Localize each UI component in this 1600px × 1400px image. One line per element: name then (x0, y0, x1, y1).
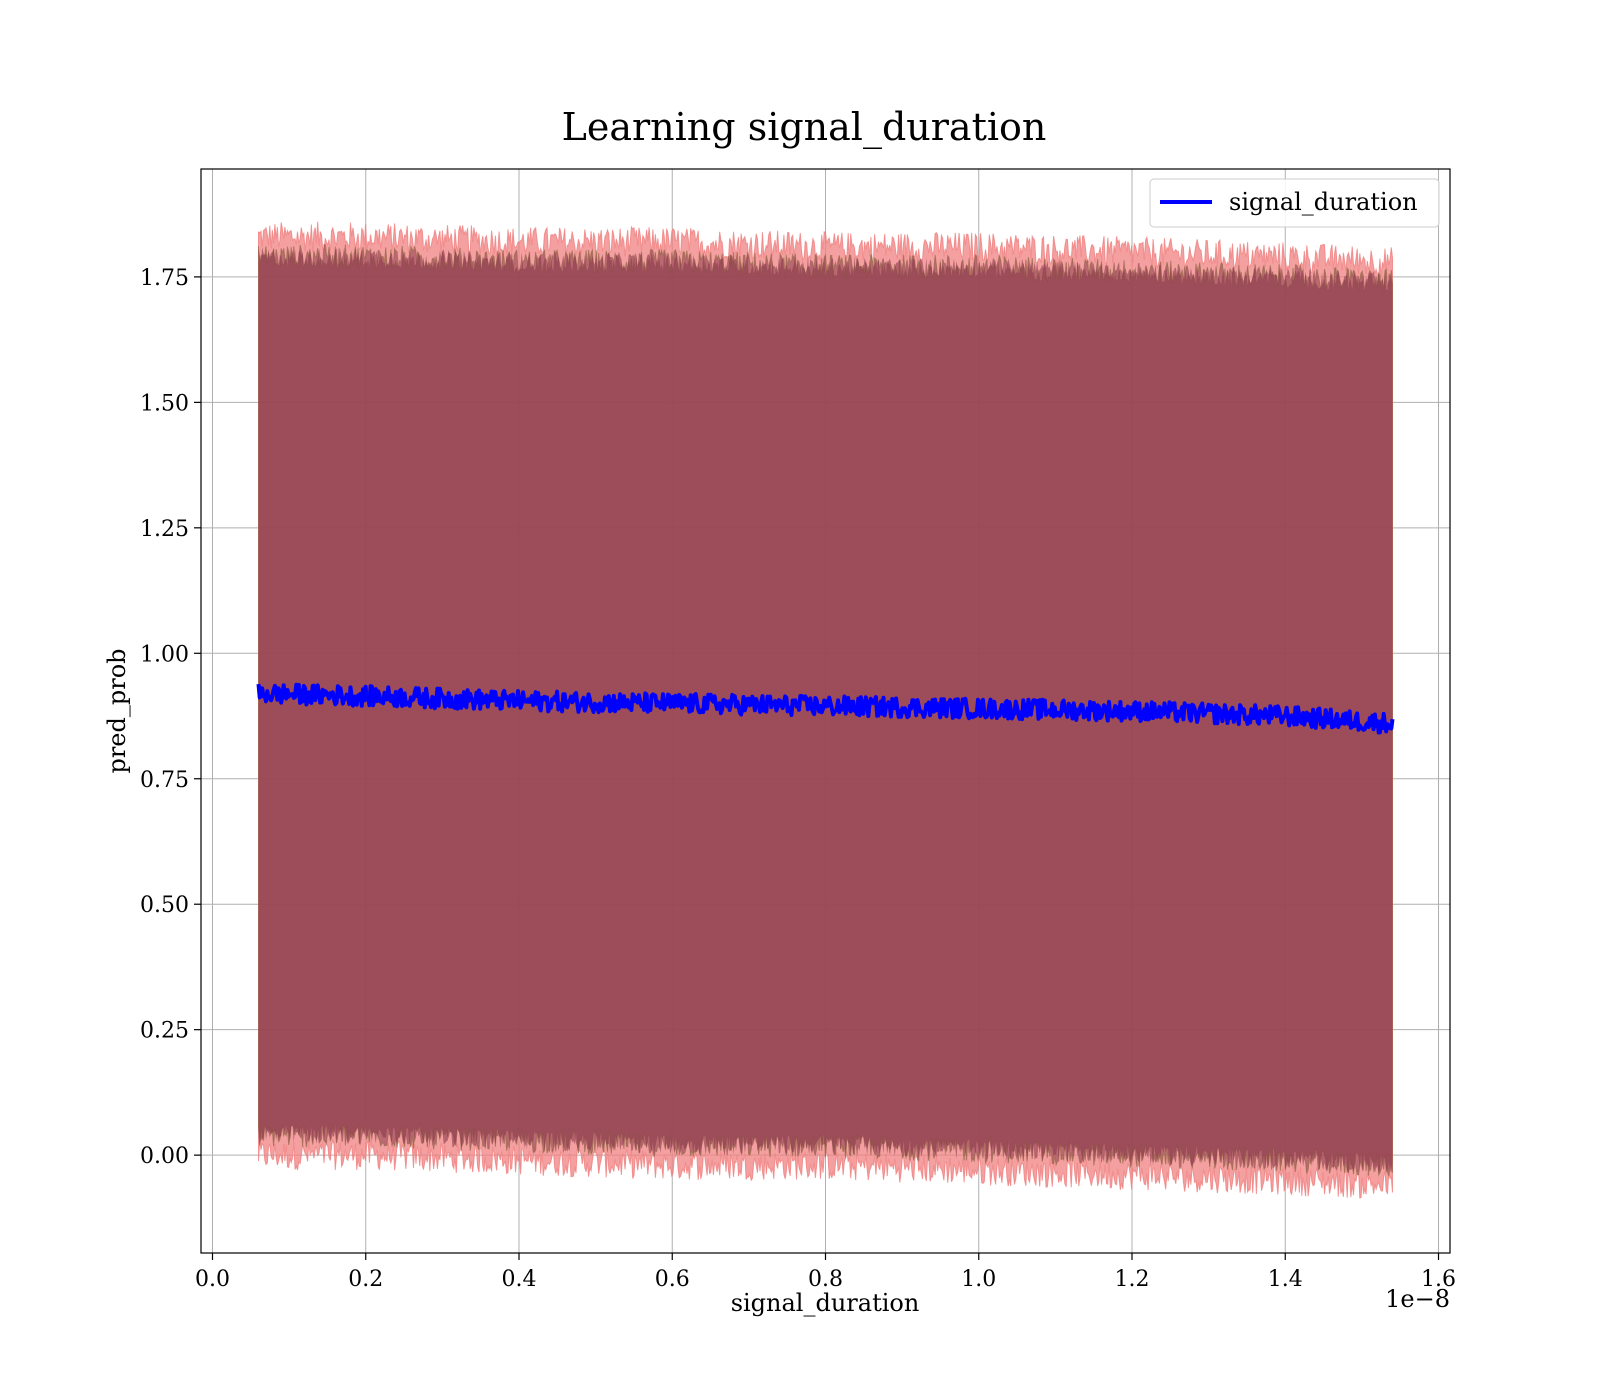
x-axis-offset-label: 1e−8 (1385, 1285, 1450, 1313)
legend-box (1149, 178, 1440, 228)
confidence-band-core (258, 247, 1393, 1176)
x-tick-label: 1.4 (1268, 1267, 1303, 1292)
x-tick-label: 1.0 (961, 1267, 996, 1292)
y-tick-label: 0.75 (140, 768, 189, 793)
y-tick-label: 1.50 (140, 391, 189, 416)
x-axis-ticks: 0.0 0.2 0.4 0.6 0.8 1.0 1.2 1.4 1.6 (195, 1253, 1456, 1292)
y-tick-label: 0.25 (140, 1019, 189, 1044)
y-axis-ticks: 0.00 0.25 0.50 0.75 1.00 1.25 1.50 1.75 (140, 266, 201, 1169)
y-tick-label: 0.50 (140, 893, 189, 918)
y-tick-label: 0.00 (140, 1144, 189, 1169)
line-layer (256, 682, 1395, 735)
band-layer (258, 221, 1393, 1199)
y-tick-label: 1.75 (140, 266, 189, 291)
x-tick-label: 1.2 (1115, 1267, 1150, 1292)
x-tick-label: 0.8 (808, 1267, 843, 1292)
y-tick-label: 1.25 (140, 517, 189, 542)
x-tick-label: 0.0 (195, 1267, 230, 1292)
legend-label: signal_duration (1229, 188, 1418, 216)
y-axis-label: pred_prob (103, 648, 131, 773)
chart-title: Learning signal_duration (562, 105, 1047, 150)
x-axis-label: signal_duration (731, 1289, 920, 1317)
x-tick-label: 0.4 (501, 1267, 536, 1292)
x-tick-label: 0.6 (655, 1267, 690, 1292)
series-line-signal_duration (256, 682, 1395, 735)
x-tick-label: 0.2 (348, 1267, 383, 1292)
y-tick-label: 1.00 (140, 642, 189, 667)
legend: signal_duration (1149, 178, 1440, 228)
x-tick-label: 1.6 (1421, 1267, 1456, 1292)
